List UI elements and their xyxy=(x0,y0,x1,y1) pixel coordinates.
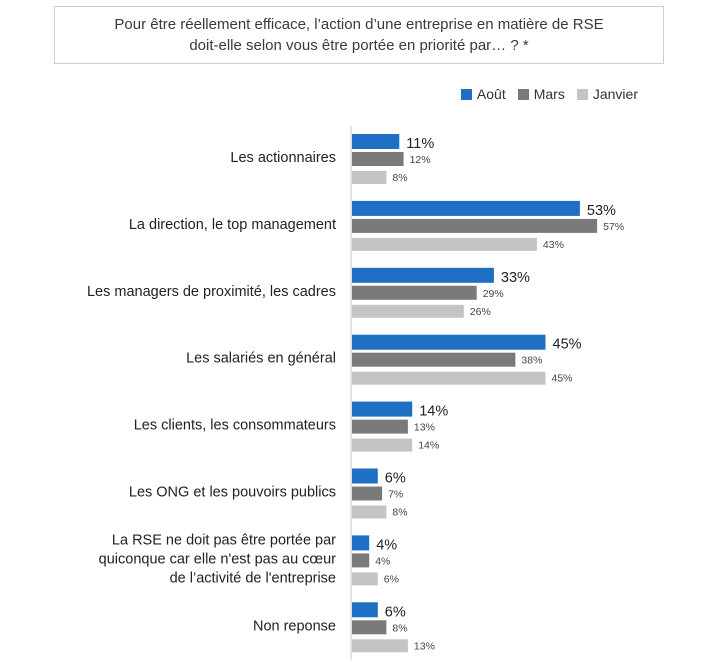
category-label-line: quiconque car elle n'est pas au cœur xyxy=(99,551,336,567)
legend-label-mars: Mars xyxy=(533,86,565,102)
bar-aout xyxy=(352,334,546,350)
category-label: Les actionnaires xyxy=(230,150,336,166)
data-label-mars: 13% xyxy=(414,422,435,434)
data-label-aout: 4% xyxy=(376,537,397,553)
data-label-mars: 57% xyxy=(603,221,624,233)
data-label-janvier: 13% xyxy=(414,640,435,652)
data-label-janvier: 8% xyxy=(392,507,407,519)
bar-mars xyxy=(352,419,408,434)
bar-janvier xyxy=(352,171,387,184)
bar-aout xyxy=(352,602,378,618)
bar-janvier xyxy=(352,371,546,385)
category-label: Les salariés en général xyxy=(186,351,336,367)
category-label-line: Non reponse xyxy=(253,618,336,634)
bar-aout xyxy=(352,535,370,551)
legend-item-aout: Août xyxy=(460,86,506,102)
legend-item-mars: Mars xyxy=(517,86,565,102)
data-label-aout: 11% xyxy=(406,136,434,152)
data-label-mars: 4% xyxy=(375,555,390,567)
bar-janvier xyxy=(352,572,378,586)
data-label-aout: 33% xyxy=(501,270,530,286)
data-label-janvier: 26% xyxy=(470,306,491,318)
data-label-mars: 29% xyxy=(483,288,504,300)
legend-swatch-aout xyxy=(460,88,472,100)
data-label-mars: 12% xyxy=(410,154,431,166)
bar-aout xyxy=(352,401,413,417)
category-label: Les ONG et les pouvoirs publics xyxy=(129,485,336,501)
legend-swatch-mars xyxy=(517,88,529,100)
category-label-line: Les actionnaires xyxy=(230,150,336,166)
data-label-aout: 6% xyxy=(385,471,406,487)
data-label-aout: 45% xyxy=(553,337,582,353)
bar-janvier xyxy=(352,505,387,519)
legend-label-aout: Août xyxy=(476,86,506,102)
data-label-janvier: 6% xyxy=(384,573,399,585)
bar-mars xyxy=(352,152,404,166)
bar-aout xyxy=(352,200,580,216)
question-line-2: doit-elle selon vous être portée en prio… xyxy=(189,37,529,54)
bar-mars xyxy=(352,486,383,501)
question-line-1: Pour être réellement efficace, l’action … xyxy=(114,16,604,33)
legend-swatch-janvier xyxy=(576,88,588,100)
category-label-line: La RSE ne doit pas être portée par xyxy=(112,532,336,548)
bar-mars xyxy=(352,285,477,300)
category-label: La RSE ne doit pas être portée par quicon… xyxy=(99,532,336,586)
category-label-line: Les ONG et les pouvoirs publics xyxy=(129,485,336,501)
bar-mars xyxy=(352,553,370,568)
bar-mars xyxy=(352,218,598,233)
category-label: Les managers de proximité, les cadres xyxy=(87,284,336,300)
legend-label-janvier: Janvier xyxy=(592,86,638,102)
bar-janvier xyxy=(352,304,464,318)
category-label-line: Les salariés en général xyxy=(186,351,336,367)
data-label-aout: 14% xyxy=(419,404,448,420)
category-label-line: Les managers de proximité, les cadres xyxy=(87,284,336,300)
bar-aout xyxy=(352,267,494,283)
category-label: Non reponse xyxy=(253,618,336,634)
bar-janvier xyxy=(352,438,413,452)
category-label-line: La direction, le top management xyxy=(129,217,336,233)
data-label-mars: 38% xyxy=(521,355,542,367)
data-label-mars: 8% xyxy=(392,622,407,634)
question-box: Pour être réellement efficace, l’action … xyxy=(54,6,664,64)
category-label-line: de l’activité de l'entreprise xyxy=(170,570,336,586)
bar-aout xyxy=(352,468,378,484)
legend: Août Mars Janvier xyxy=(460,86,638,102)
category-label: La direction, le top management xyxy=(129,217,336,233)
data-label-mars: 7% xyxy=(388,489,403,501)
data-label-janvier: 8% xyxy=(392,172,407,184)
bar-aout xyxy=(352,134,400,149)
bar-mars xyxy=(352,620,387,635)
legend-item-janvier: Janvier xyxy=(576,86,638,102)
category-label-line: Les clients, les consommateurs xyxy=(134,418,336,434)
data-label-aout: 6% xyxy=(385,604,406,620)
data-label-janvier: 45% xyxy=(552,373,573,385)
data-label-aout: 53% xyxy=(587,203,616,219)
bar-janvier xyxy=(352,237,537,251)
category-label: Les clients, les consommateurs xyxy=(134,418,336,434)
bar-mars xyxy=(352,352,516,367)
data-label-janvier: 14% xyxy=(418,440,439,452)
bar-janvier xyxy=(352,639,408,653)
data-label-janvier: 43% xyxy=(543,239,564,251)
